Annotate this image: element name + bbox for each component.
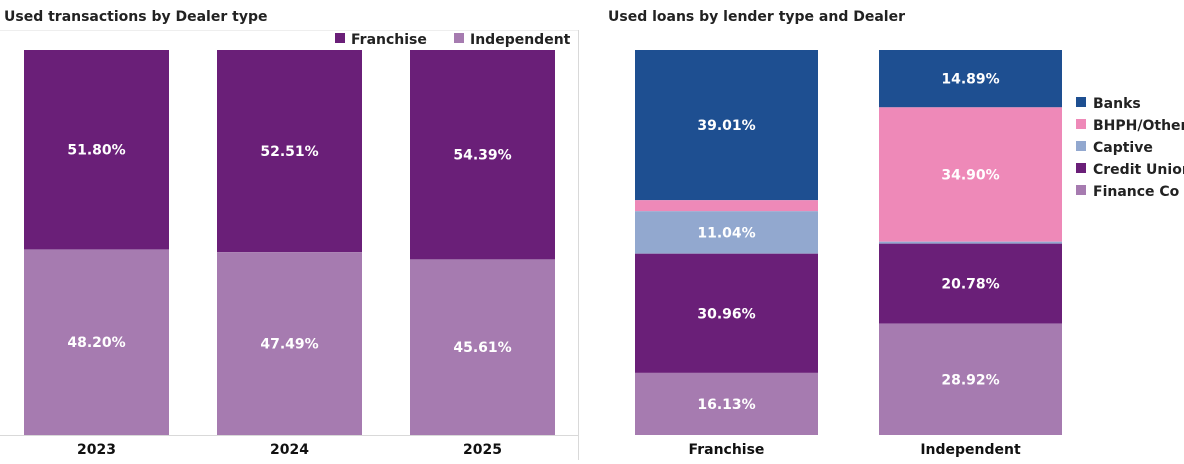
legend-swatch-bhph-other [1076,119,1086,129]
bar-segment-independent-credit-union [879,243,1062,324]
legend-label-franchise: Franchise [351,32,427,48]
legend-label-finance-co: Finance Co [1093,184,1180,200]
legend-swatch-franchise [335,33,345,43]
data-label-2024-independent: 47.49% [260,337,318,353]
data-label-franchise-finance-co: 16.13% [697,397,755,413]
bar-segment-franchise-bhph-other [635,200,818,212]
bar-segment-franchise-credit-union [635,253,818,373]
left-chart-bars: 51.80% 48.20% 2023 52.51% 47.49% 2024 54.39% 45… [24,50,555,458]
left-chart-title: Used transactions by Dealer type [4,9,267,25]
bar-segment-2025-franchise [410,50,555,260]
data-label-2025-independent: 45.61% [453,340,511,356]
legend-swatch-captive [1076,141,1086,151]
bar-segment-2024-franchise [217,50,362,253]
legend-swatch-banks [1076,97,1086,107]
bar-segment-franchise-captive [635,211,818,254]
bar-segment-franchise-finance-co [635,372,818,435]
data-label-2023-independent: 48.20% [67,335,125,351]
data-label-franchise-captive: 11.04% [697,225,755,241]
bar-segment-2024-independent [217,252,362,435]
legend-label-captive: Captive [1093,140,1153,156]
data-label-franchise-banks: 39.01% [697,118,755,134]
data-label-independent-banks: 14.89% [941,72,999,88]
legend-label-bhph-other: BHPH/Other [1093,118,1184,134]
left-chart-legend: Franchise Independent [335,32,571,48]
data-label-2023-franchise: 51.80% [67,143,125,159]
bar-segment-2023-franchise [24,50,169,250]
bar-segment-2023-independent [24,249,169,435]
category-label-independent: Independent [920,442,1021,458]
bar-segment-independent-bhph-other [879,107,1062,242]
legend-label-independent: Independent [470,32,571,48]
category-label-franchise: Franchise [689,442,765,458]
legend-swatch-credit-union [1076,163,1086,173]
right-chart-title: Used loans by lender type and Dealer [608,9,905,25]
right-chart-bars: 39.01% 11.04% 30.96% 16.13% Franchise 14.89% 3… [635,50,1062,458]
category-label-2025: 2025 [463,442,502,458]
data-label-independent-finance-co: 28.92% [941,372,999,388]
category-label-2024: 2024 [270,442,309,458]
category-label-2023: 2023 [77,442,116,458]
bar-segment-2025-independent [410,259,555,435]
data-label-independent-bhph-other: 34.90% [941,168,999,184]
legend-label-credit-union: Credit Union [1093,162,1184,178]
legend-swatch-finance-co [1076,185,1086,195]
data-label-independent-credit-union: 20.78% [941,277,999,293]
bar-segment-independent-banks [879,50,1062,108]
data-label-2024-franchise: 52.51% [260,144,318,160]
data-label-franchise-credit-union: 30.96% [697,306,755,322]
bar-segment-independent-captive [879,241,1062,244]
bar-segment-independent-finance-co [879,323,1062,435]
legend-swatch-independent [454,33,464,43]
data-label-2025-franchise: 54.39% [453,148,511,164]
bar-segment-franchise-banks [635,50,818,201]
right-chart-legend: Banks BHPH/Other Captive Credit Union Financ… [1076,96,1184,200]
legend-label-banks: Banks [1093,96,1141,112]
